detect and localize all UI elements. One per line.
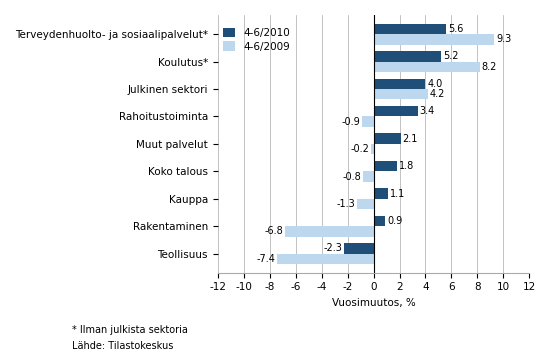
Bar	[285, 226, 374, 236]
Bar	[371, 144, 374, 154]
Text: -7.4: -7.4	[257, 254, 276, 264]
Text: -0.2: -0.2	[350, 144, 369, 154]
Bar	[374, 62, 480, 72]
Legend: 4-6/2010, 4-6/2009: 4-6/2010, 4-6/2009	[223, 28, 290, 51]
Bar	[374, 161, 397, 171]
Bar	[374, 89, 428, 99]
Text: -0.9: -0.9	[342, 117, 360, 127]
Text: 1.8: 1.8	[398, 161, 414, 171]
Bar	[278, 253, 374, 264]
Bar	[356, 199, 374, 209]
Text: 0.9: 0.9	[387, 216, 402, 226]
Text: 1.1: 1.1	[390, 189, 405, 198]
Text: 5.6: 5.6	[448, 24, 463, 34]
Bar	[374, 34, 494, 45]
Text: -0.8: -0.8	[343, 171, 361, 181]
Bar	[362, 116, 374, 127]
Bar	[374, 78, 425, 89]
Bar	[374, 188, 388, 199]
Text: -1.3: -1.3	[336, 199, 355, 209]
Bar	[344, 243, 374, 253]
Bar	[374, 106, 418, 116]
Text: 4.2: 4.2	[430, 89, 445, 99]
Text: 8.2: 8.2	[482, 62, 497, 72]
Text: * Ilman julkista sektoria: * Ilman julkista sektoria	[72, 326, 187, 335]
Bar	[374, 133, 401, 144]
Bar	[374, 216, 385, 226]
Text: Lähde: Tilastokeskus: Lähde: Tilastokeskus	[72, 342, 173, 351]
Text: 2.1: 2.1	[403, 134, 418, 144]
Text: 5.2: 5.2	[443, 51, 458, 61]
Bar	[374, 24, 446, 34]
Bar	[374, 51, 441, 62]
X-axis label: Vuosimuutos, %: Vuosimuutos, %	[332, 298, 415, 308]
Text: 4.0: 4.0	[427, 79, 442, 89]
Text: -2.3: -2.3	[323, 244, 342, 253]
Text: 9.3: 9.3	[496, 34, 511, 44]
Text: 3.4: 3.4	[419, 106, 435, 116]
Text: -6.8: -6.8	[265, 226, 284, 236]
Bar	[363, 171, 374, 182]
